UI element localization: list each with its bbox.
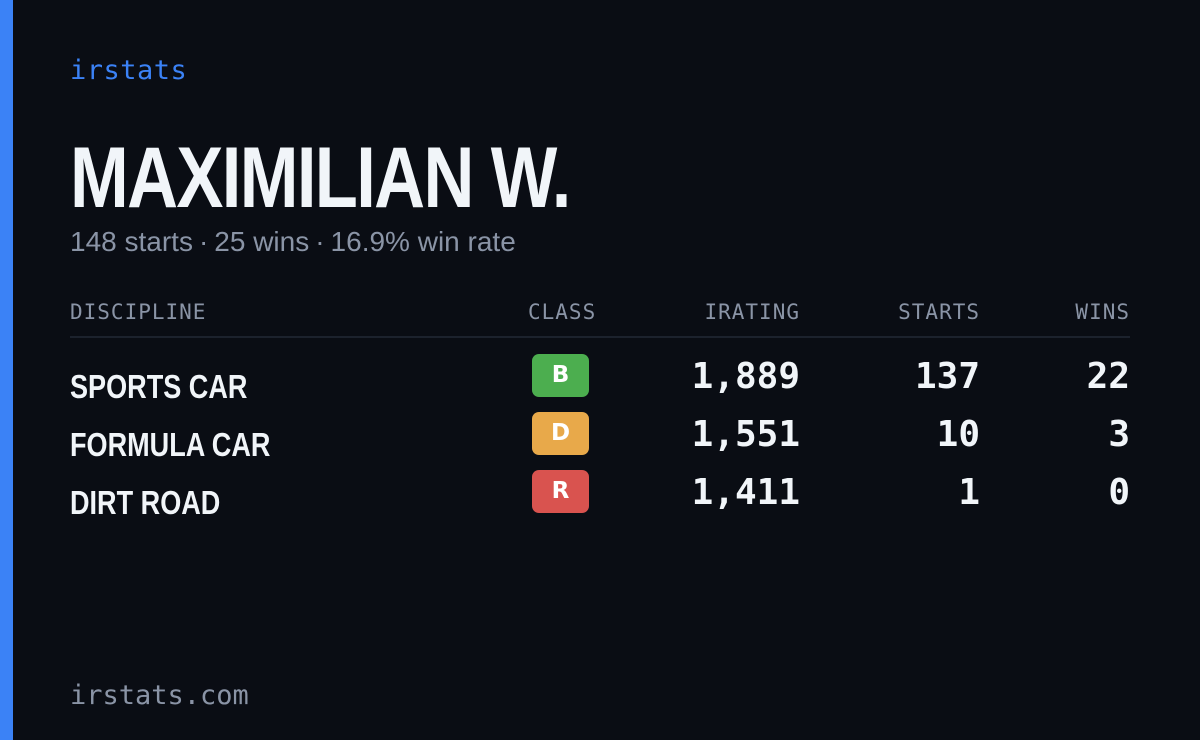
- summary-separator: ·: [198, 226, 209, 257]
- license-class-badge: R: [532, 470, 589, 513]
- discipline-name: DIRT ROAD: [70, 484, 221, 521]
- table-body: SPORTS CAR B 1,889 137 22 FORMULA CAR D …: [70, 338, 1130, 528]
- header-wins: WINS: [1075, 300, 1130, 324]
- summary-starts: 148 starts: [70, 226, 193, 257]
- wins-value: 22: [1086, 356, 1130, 397]
- license-class-badge: B: [532, 354, 589, 397]
- header-starts: STARTS: [898, 300, 980, 324]
- header-discipline: DISCIPLINE: [70, 300, 207, 324]
- player-name: MAXIMILIAN W.: [70, 130, 571, 226]
- starts-value: 137: [914, 356, 980, 397]
- discipline-name: FORMULA CAR: [70, 426, 271, 463]
- irating-value: 1,551: [691, 414, 800, 455]
- starts-value: 1: [958, 472, 980, 513]
- footer-url: irstats.com: [70, 680, 249, 711]
- brand-logo-text: irstats: [70, 55, 188, 86]
- summary-winrate: 16.9% win rate: [330, 226, 516, 257]
- table-row: SPORTS CAR B 1,889 137 22: [70, 354, 1130, 412]
- player-summary: 148 starts · 25 wins · 16.9% win rate: [70, 226, 516, 258]
- starts-value: 10: [936, 414, 980, 455]
- discipline-table: DISCIPLINE CLASS IRATING STARTS WINS SPO…: [70, 296, 1130, 528]
- irating-value: 1,889: [691, 356, 800, 397]
- license-class-badge: D: [532, 412, 589, 455]
- discipline-name: SPORTS CAR: [70, 368, 248, 405]
- irating-value: 1,411: [691, 472, 800, 513]
- summary-wins: 25 wins: [214, 226, 310, 257]
- header-irating: IRATING: [704, 300, 800, 324]
- table-row: FORMULA CAR D 1,551 10 3: [70, 412, 1130, 470]
- accent-bar: [0, 0, 13, 740]
- table-row: DIRT ROAD R 1,411 1 0: [70, 470, 1130, 528]
- wins-value: 3: [1108, 414, 1130, 455]
- wins-value: 0: [1108, 472, 1130, 513]
- table-header: DISCIPLINE CLASS IRATING STARTS WINS: [70, 296, 1130, 338]
- summary-separator: ·: [315, 226, 325, 257]
- header-class: CLASS: [528, 300, 597, 324]
